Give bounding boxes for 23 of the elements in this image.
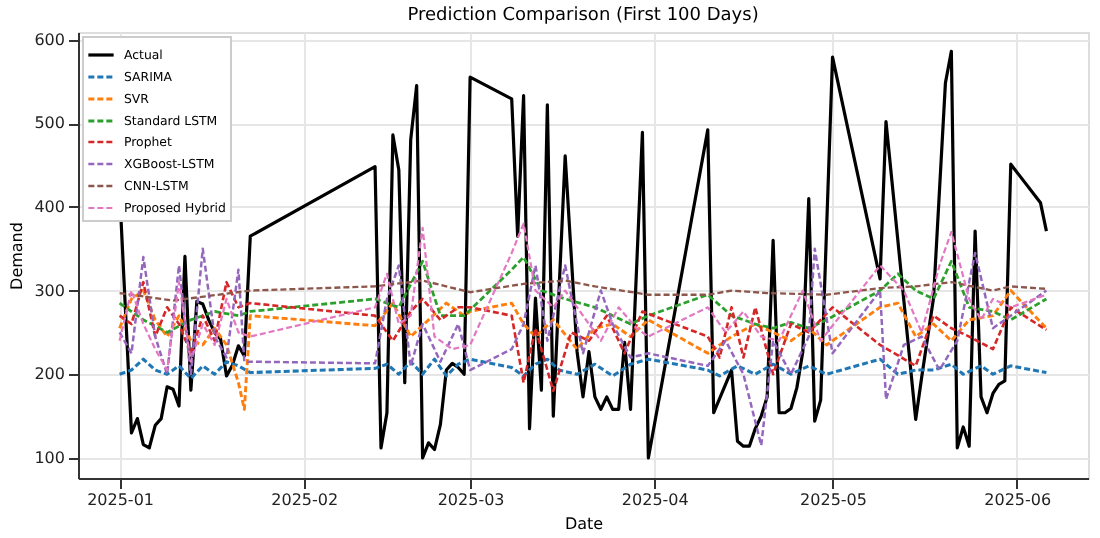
x-tick-label: 2025-03 xyxy=(437,491,505,509)
y-axis-title: Demand xyxy=(8,222,27,290)
line-series xyxy=(118,280,1048,393)
chart-title: Prediction Comparison (First 100 Days) xyxy=(407,5,759,26)
y-tick-label: 600 xyxy=(34,30,65,49)
y-tick-label: 500 xyxy=(34,114,65,133)
line-series xyxy=(118,247,1048,447)
x-tick-label: 2025-01 xyxy=(87,491,155,509)
x-axis-title: Date xyxy=(564,515,604,533)
x-tick-label: 2025-04 xyxy=(621,491,689,509)
line-series xyxy=(118,357,1048,380)
line-series xyxy=(118,255,1048,334)
line-series xyxy=(117,49,1049,460)
x-tick-label: 2025-05 xyxy=(800,491,867,509)
line-series xyxy=(118,279,1048,302)
y-tick-label: 200 xyxy=(34,365,65,384)
y-tick-label: 300 xyxy=(34,281,65,300)
y-tick-label: 100 xyxy=(34,448,65,467)
x-tick-label: 2025-06 xyxy=(984,491,1052,509)
line-series xyxy=(118,289,1048,411)
y-tick-label: 400 xyxy=(34,197,65,216)
line-series xyxy=(118,222,1048,372)
x-tick-label: 2025-02 xyxy=(271,491,339,509)
